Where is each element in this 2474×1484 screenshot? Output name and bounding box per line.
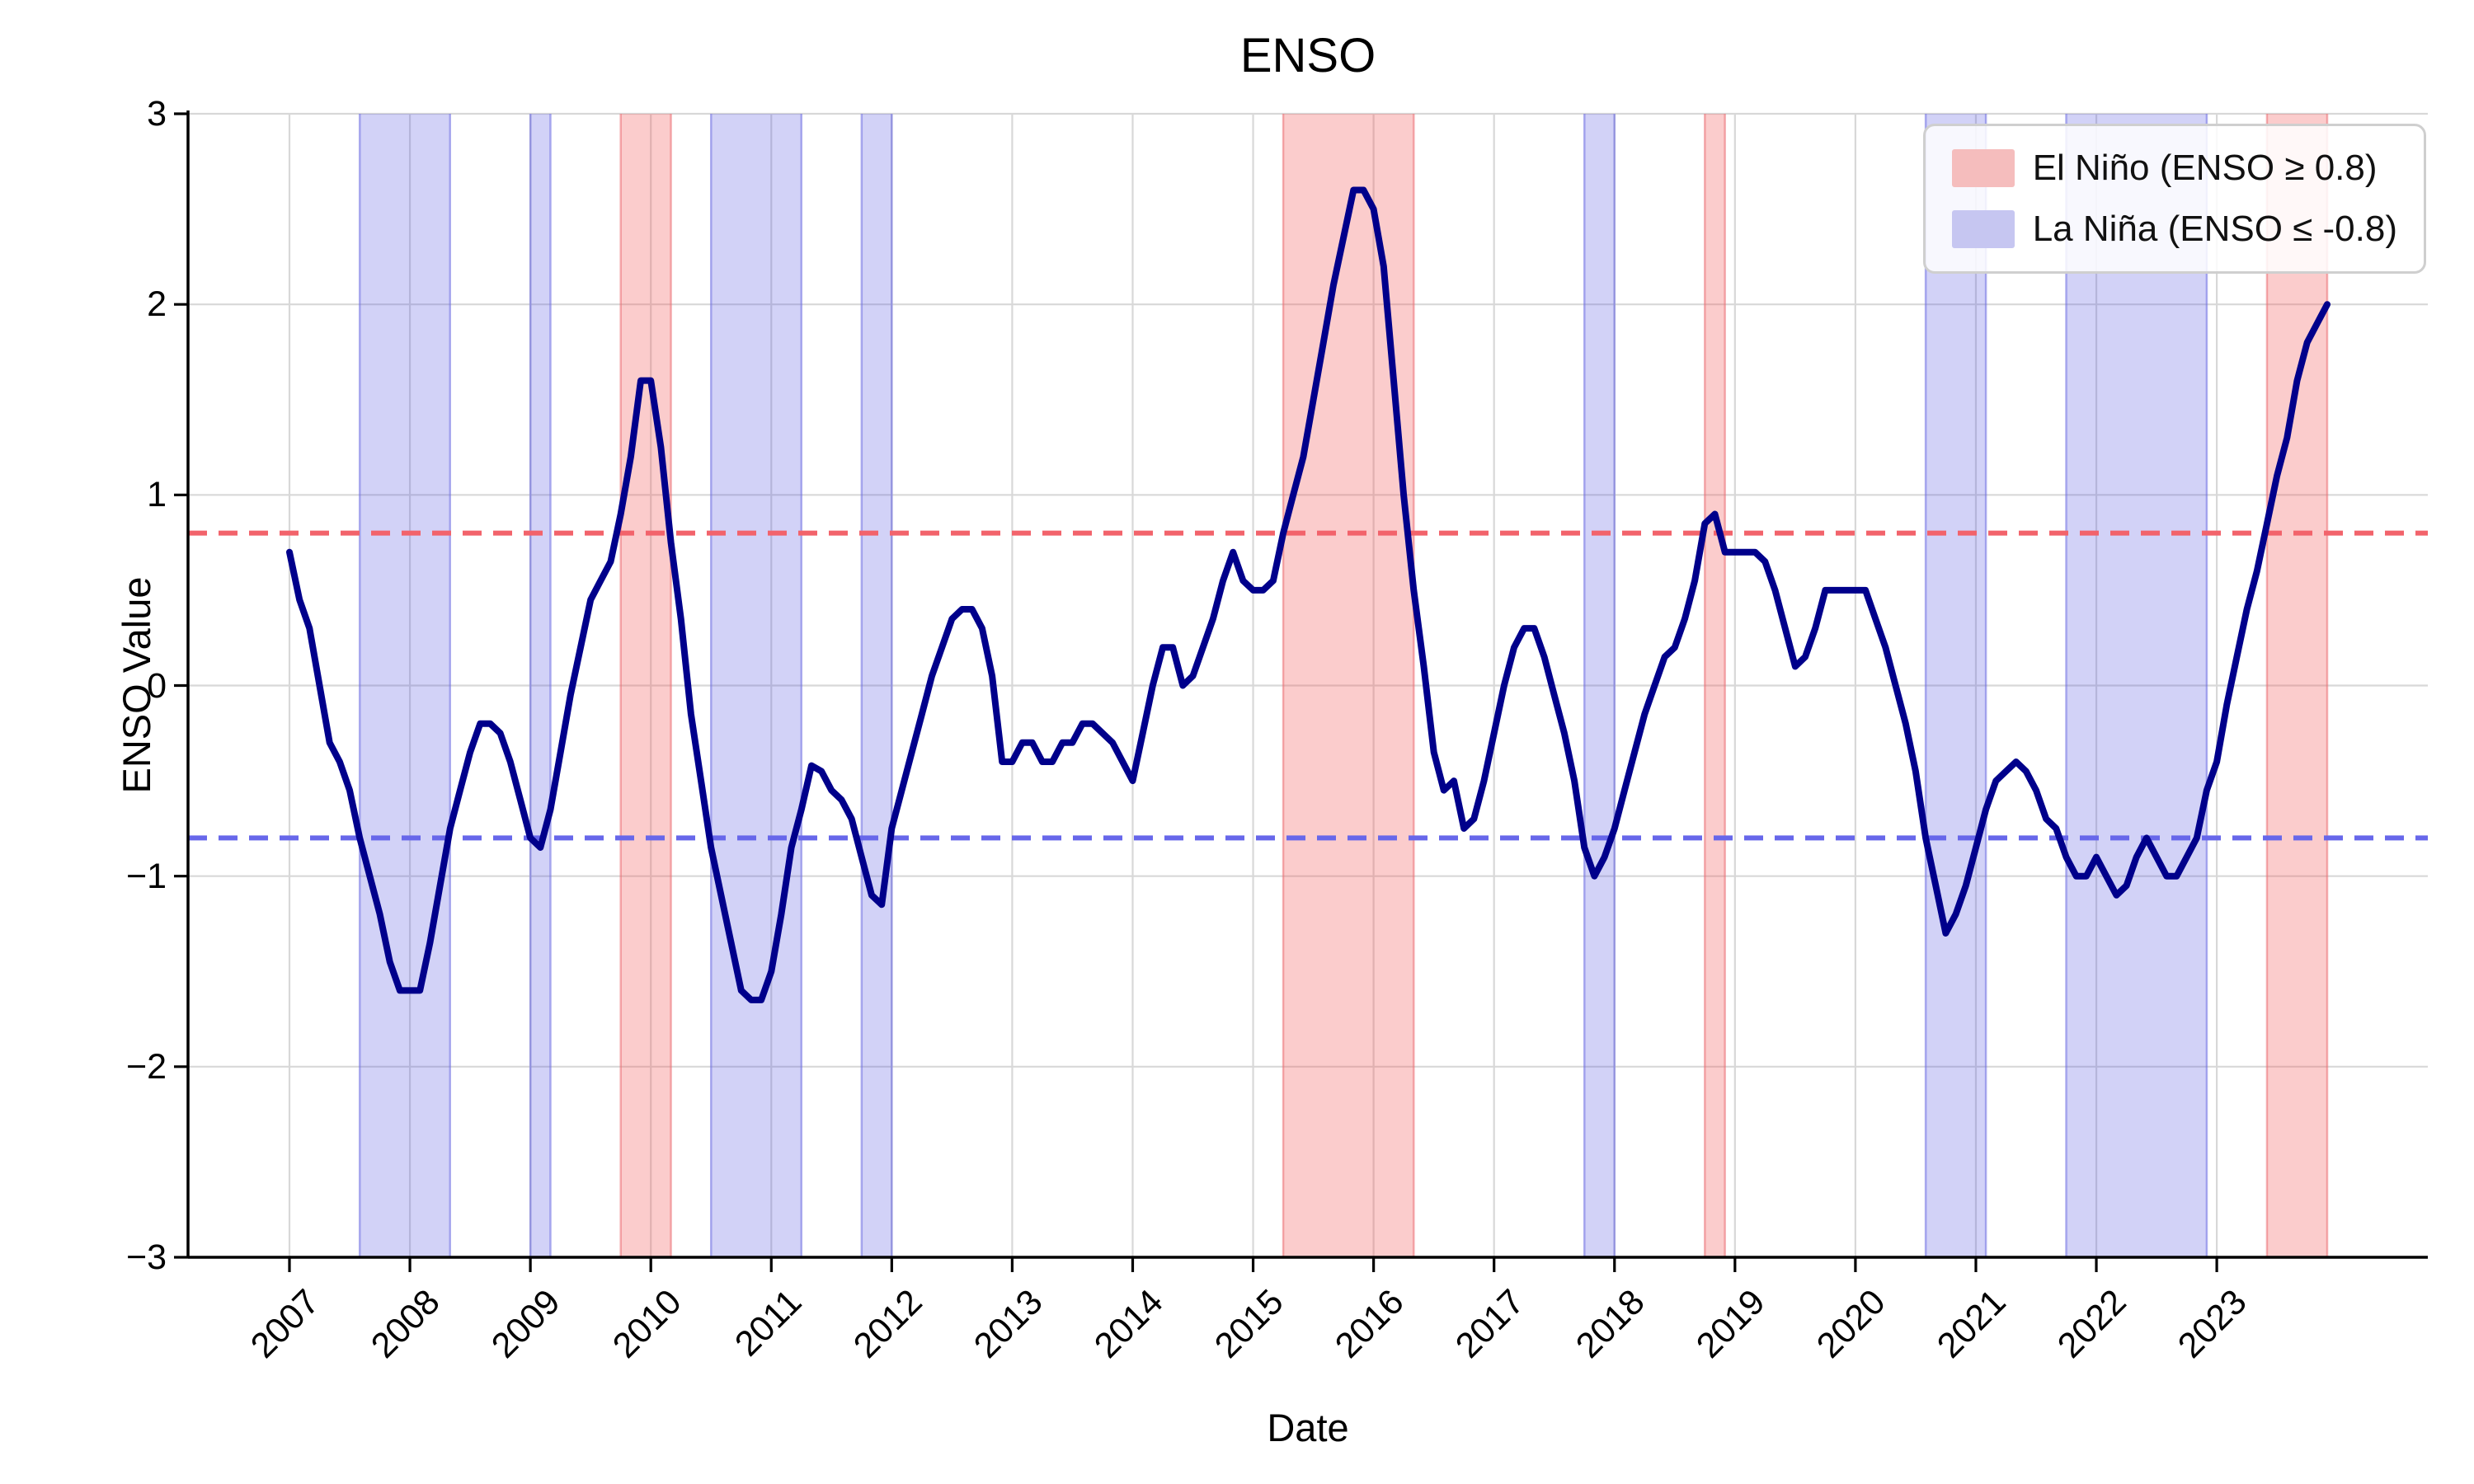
el-nino-band (1283, 114, 1414, 1257)
enso-line (286, 186, 2331, 1003)
la-nina-swatch-icon (1951, 210, 2015, 248)
la-nina-band (360, 114, 450, 1257)
el-nino-band (1705, 114, 1725, 1257)
y-tick-label: −1 (125, 856, 167, 896)
y-tick-label: 2 (147, 284, 167, 325)
la-nina-band (711, 114, 802, 1257)
y-tick-label: 1 (147, 475, 167, 515)
la-nina-band (1926, 114, 1987, 1257)
la-nina-band (861, 114, 892, 1257)
la-nina-band (530, 114, 551, 1257)
legend-item-la-nina: La Niña (ENSO ≤ -0.8) (1951, 209, 2397, 250)
el-nino-swatch-icon (1951, 149, 2015, 187)
x-axis-label: Date (1267, 1406, 1349, 1449)
legend-label-la-nina: La Niña (ENSO ≤ -0.8) (2032, 209, 2397, 249)
el-nino-band (620, 114, 671, 1257)
el-nino-band (2266, 114, 2327, 1257)
y-tick-label: 3 (147, 94, 167, 134)
y-tick-label: 0 (147, 665, 167, 706)
legend: El Niño (ENSO ≥ 0.8) La Niña (ENSO ≤ -0.… (1922, 124, 2426, 274)
legend-item-el-nino: El Niño (ENSO ≥ 0.8) (1951, 148, 2397, 189)
y-tick-label: −2 (125, 1046, 167, 1087)
y-tick-label: −3 (125, 1237, 167, 1277)
la-nina-band (2066, 114, 2207, 1257)
legend-label-el-nino: El Niño (ENSO ≥ 0.8) (2032, 148, 2378, 188)
chart-title: ENSO (1239, 29, 1376, 82)
la-nina-band (1584, 114, 1615, 1257)
